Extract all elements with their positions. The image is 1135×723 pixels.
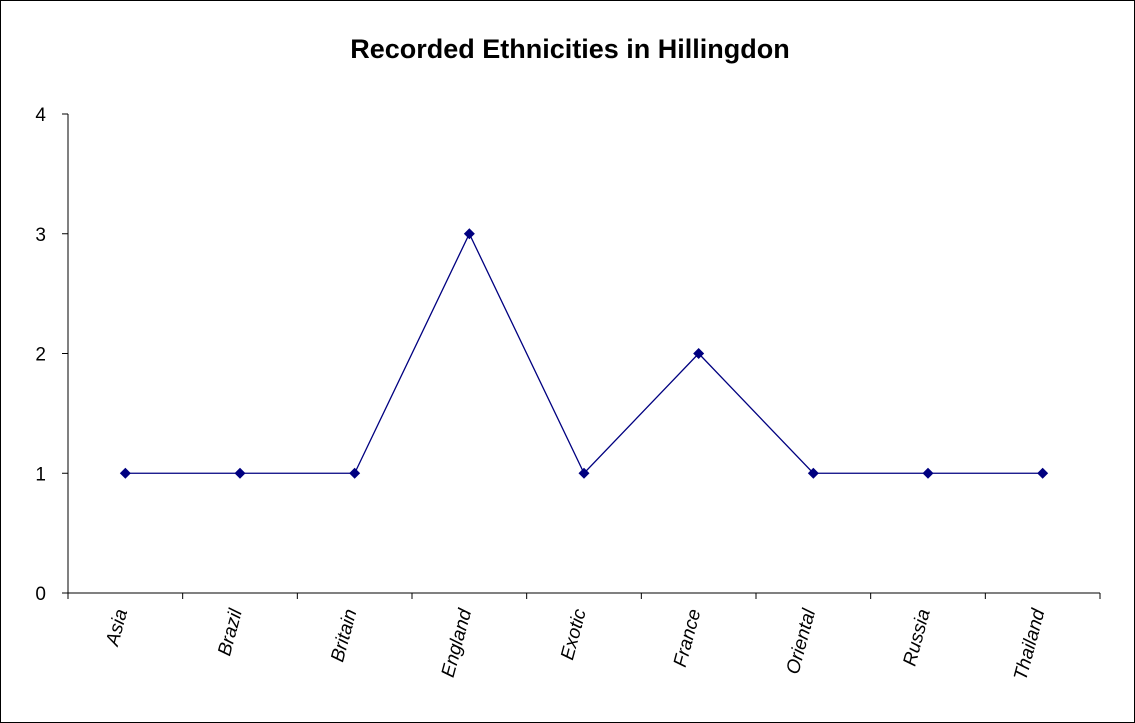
data-point [1037, 467, 1049, 479]
y-tick-label: 4 [35, 105, 46, 126]
y-axis: 0 1 2 3 4 [35, 105, 69, 605]
chart-title: Recorded Ethnicities in Hillingdon [350, 34, 790, 64]
y-tick-label: 0 [35, 584, 46, 605]
data-point [463, 228, 475, 240]
data-point [119, 467, 131, 479]
y-tick-label: 1 [35, 464, 46, 485]
y-tick-label: 2 [35, 345, 46, 366]
data-point [578, 467, 590, 479]
series-group [119, 228, 1049, 479]
y-tick-label: 3 [35, 225, 46, 246]
data-point [234, 467, 246, 479]
data-point [349, 467, 361, 479]
data-point [807, 467, 819, 479]
data-point [693, 348, 705, 359]
data-point [922, 467, 934, 479]
